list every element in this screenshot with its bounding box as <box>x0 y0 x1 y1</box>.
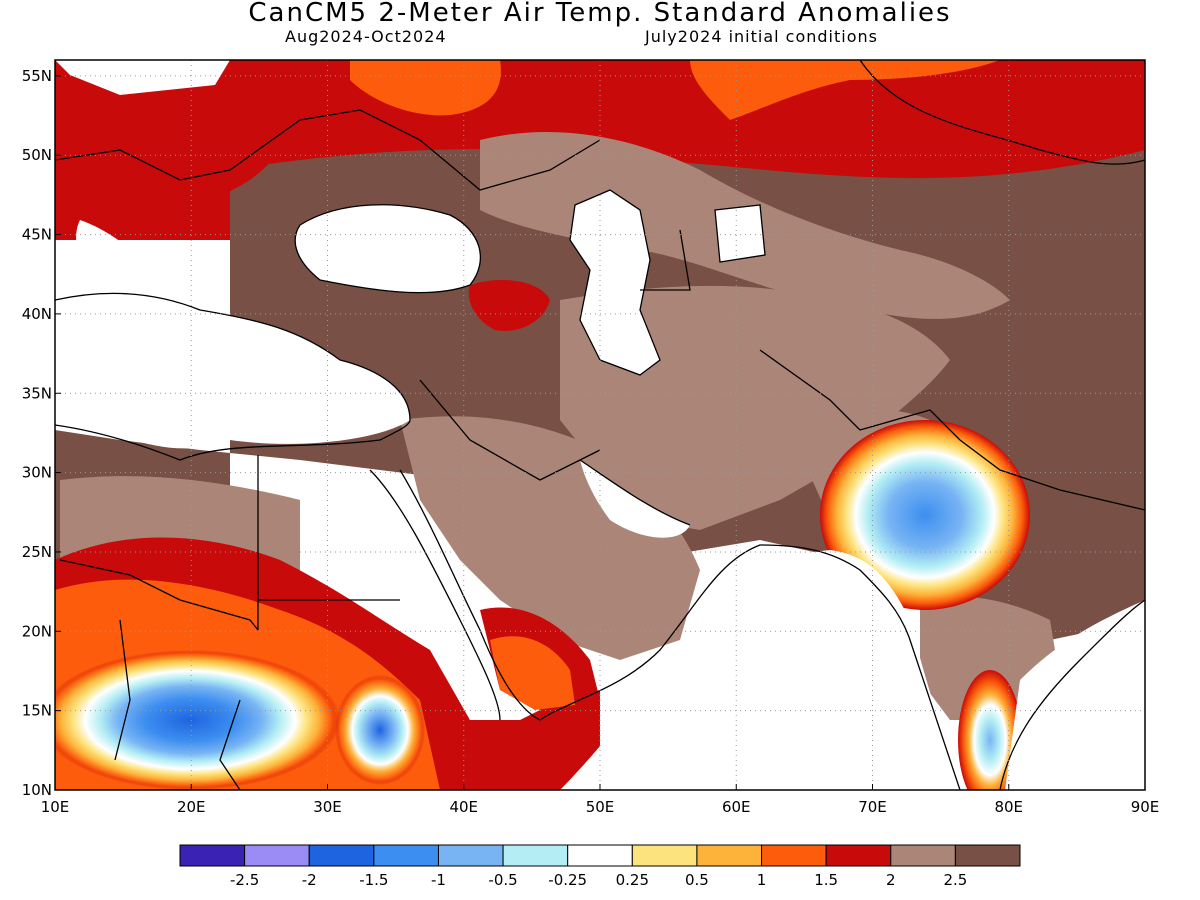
mask-red-sea <box>370 470 500 720</box>
tick-label-lon: 10E <box>41 798 70 816</box>
legend-swatch <box>502 844 569 867</box>
shade-1-5-armenia-red <box>468 280 550 331</box>
shade-cool-sudan <box>335 675 425 785</box>
legend-swatch <box>825 844 892 867</box>
tick-label-lat: 25N <box>22 543 52 561</box>
axis-ticks: 10E 20E 30E 40E 50E 60E 70E 80E 90E 10N 15N 20N 25N 3… <box>22 67 1160 816</box>
tick-label-lat: 55N <box>22 67 52 85</box>
legend-label: -2 <box>302 871 317 889</box>
color-legend: -2.5 -2 -1.5 -1 -0.5 -0.25 0.25 0.5 1 1.5 2 2.5 <box>179 844 1021 889</box>
legend-label: -2.5 <box>230 871 259 889</box>
forecast-period: Aug2024-Oct2024 <box>285 27 447 46</box>
legend-swatch <box>954 844 1021 867</box>
legend-label: -0.25 <box>548 871 587 889</box>
tick-label-lon: 90E <box>1131 798 1160 816</box>
legend-swatch <box>308 844 375 867</box>
tick-label-lat: 10N <box>22 781 52 799</box>
tick-label-lon: 20E <box>177 798 206 816</box>
legend-label: -1.5 <box>359 871 388 889</box>
legend-swatch <box>890 844 956 867</box>
gridlines <box>55 60 1145 790</box>
legend-label: 2 <box>886 871 896 889</box>
tick-label-lat: 35N <box>22 384 52 402</box>
shade-cool-sahel <box>55 650 340 790</box>
legend-swatch <box>373 844 439 867</box>
mask-mediterranean <box>55 293 410 449</box>
mask-bay-of-bengal <box>1005 600 1145 790</box>
shade-1-5-balkans-red <box>55 60 330 235</box>
tick-label-lat: 45N <box>22 226 52 244</box>
legend-swatch <box>631 844 698 867</box>
legend-swatch <box>179 844 246 867</box>
mask-north-africa-coast <box>55 60 230 95</box>
legend-label: -0.5 <box>488 871 517 889</box>
anomaly-field <box>55 60 1145 790</box>
shade-1-0-siberia-orange <box>690 60 1000 120</box>
shade-cool-pakistan <box>820 420 1030 610</box>
map-title: CanCM5 2-Meter Air Temp. Standard Anomal… <box>248 0 952 28</box>
tick-label-lat: 20N <box>22 622 52 640</box>
legend-swatch <box>761 844 827 867</box>
legend-label: 1.5 <box>814 871 838 889</box>
mask-aral <box>715 205 765 262</box>
shade-cool-east-india <box>958 670 1022 790</box>
tick-label-lat: 50N <box>22 146 52 164</box>
legend-label: -1 <box>431 871 446 889</box>
initial-conditions: July2024 initial conditions <box>645 27 878 46</box>
legend-label: 2.5 <box>943 871 967 889</box>
shade-2-0-iran-tan <box>560 285 950 530</box>
tick-label-lon: 80E <box>994 798 1023 816</box>
legend-swatch <box>567 844 633 867</box>
tick-label-lon: 40E <box>449 798 478 816</box>
legend-label: 0.5 <box>685 871 709 889</box>
tick-label-lon: 70E <box>858 798 887 816</box>
legend-label: 0.25 <box>616 871 649 889</box>
coastlines <box>55 60 1145 790</box>
shade-2-0-arabia-tan <box>400 416 700 660</box>
tick-label-lat: 40N <box>22 305 52 323</box>
mask-italy-adriatic <box>76 220 180 311</box>
shade-1-0-russia-orange <box>350 60 501 116</box>
legend-swatch <box>244 844 310 867</box>
tick-label-lat: 15N <box>22 702 52 720</box>
legend-label: 1 <box>757 871 767 889</box>
tick-label-lat: 30N <box>22 464 52 482</box>
mask-black-sea <box>295 204 481 293</box>
legend-swatch <box>696 844 763 867</box>
mask-caspian <box>570 190 660 375</box>
tick-label-lon: 60E <box>722 798 751 816</box>
mask-arabian-sea <box>560 550 960 790</box>
tick-label-lon: 30E <box>313 798 342 816</box>
tick-label-lon: 50E <box>586 798 615 816</box>
legend-swatch <box>437 844 504 867</box>
